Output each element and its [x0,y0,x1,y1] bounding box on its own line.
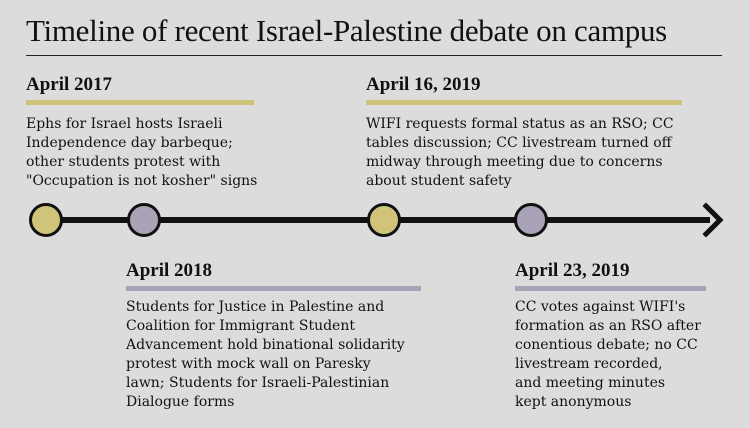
timeline-dot-april-23-2019 [514,203,548,237]
event-date-april-2018: April 2018 [126,260,213,281]
event-bar-april-2018 [126,286,421,291]
event-description-april-16-2019: WIFI requests formal status as an RSO; C… [366,116,674,189]
event-description-april-2017: Ephs for Israel hosts Israeli Independen… [26,116,258,189]
event-description-april-23-2019: CC votes against WIFI's formation as an … [515,299,701,410]
event-bar-april-16-2019 [366,100,682,105]
timeline-dot-april-2018 [127,203,161,237]
title-rule [26,55,722,56]
event-description-april-2018: Students for Justice in Palestine and Co… [126,299,405,410]
event-date-april-16-2019: April 16, 2019 [366,74,481,95]
timeline-dot-april-2017 [29,203,63,237]
timeline-dot-april-16-2019 [367,203,401,237]
timeline-arrow-icon [702,202,724,238]
event-date-april-23-2019: April 23, 2019 [515,260,630,281]
event-date-april-2017: April 2017 [26,74,113,95]
event-bar-april-23-2019 [515,286,706,291]
diagram-title: Timeline of recent Israel-Palestine deba… [26,13,667,48]
event-bar-april-2017 [26,100,254,105]
